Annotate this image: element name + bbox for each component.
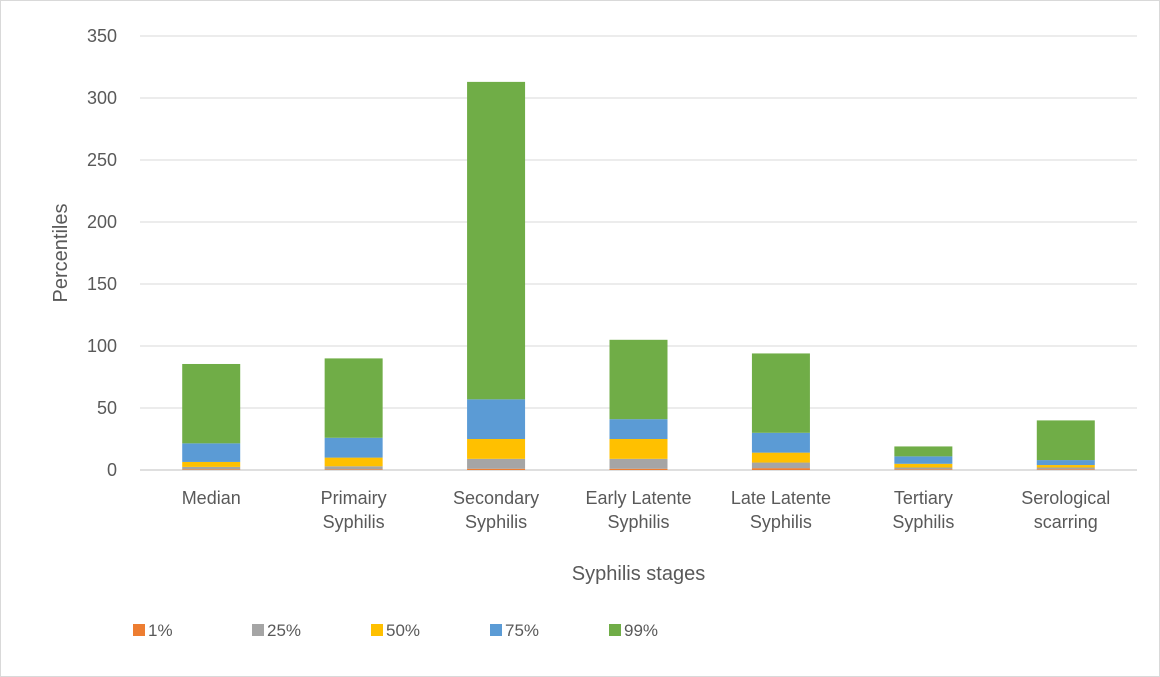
bars [182, 81, 1095, 470]
legend-swatch [609, 624, 621, 636]
bar-segment [324, 457, 383, 467]
x-tick-label-line: Late Latente [731, 488, 831, 508]
x-tick-label-line: scarring [1034, 512, 1098, 532]
bar-segment [609, 419, 668, 439]
legend-item: 75% [490, 621, 539, 640]
y-tick-label: 200 [87, 212, 117, 232]
x-tick-label-line: Syphilis [607, 512, 669, 532]
legend-item: 99% [609, 621, 658, 640]
legend-swatch [490, 624, 502, 636]
x-tick-label-line: Secondary [453, 488, 539, 508]
legend-swatch [371, 624, 383, 636]
y-tick-label: 50 [97, 398, 117, 418]
x-tick-label: Secondary Syphilis [453, 488, 539, 532]
x-axis-title: Syphilis stages [572, 563, 705, 585]
bar-segment [467, 458, 526, 469]
bar-segment [467, 399, 526, 439]
bar-segment [467, 81, 526, 400]
bar-segment [324, 469, 383, 470]
bar-segment [1036, 469, 1095, 470]
x-tick-label-line: Syphilis [465, 512, 527, 532]
x-tick-label: Early Latente Syphilis [585, 488, 691, 532]
bar-segment [1036, 460, 1095, 466]
bar-segment [894, 456, 953, 464]
x-tick-label-line: Syphilis [750, 512, 812, 532]
bar-segment [182, 466, 241, 470]
bar-segment [894, 469, 953, 470]
x-tick-label: Serological scarring [1021, 488, 1110, 532]
legend-item: 25% [252, 621, 301, 640]
y-axis-ticks: 0 50 100 150 200 250 300 350 [87, 26, 117, 480]
legend: 1% 25% 50% 75% 99% [133, 621, 658, 640]
legend-label: 1% [148, 621, 173, 640]
x-tick-label-line: Early Latente [585, 488, 691, 508]
bar-segment [182, 443, 241, 462]
legend-swatch [252, 624, 264, 636]
legend-swatch [133, 624, 145, 636]
bar-segment [609, 439, 668, 459]
bar-segment [751, 468, 810, 470]
bar-segment [751, 432, 810, 453]
bar-segment [467, 439, 526, 459]
gridlines [140, 35, 1137, 471]
bar-segment [324, 358, 383, 438]
x-tick-label-line: Syphilis [892, 512, 954, 532]
x-tick-label: Late Latente Syphilis [731, 488, 831, 532]
x-tick-label-line: Median [182, 488, 241, 508]
x-tick-label-line: Primairy [321, 488, 387, 508]
bar-segment [1036, 467, 1095, 470]
legend-label: 25% [267, 621, 301, 640]
legend-item: 1% [133, 621, 173, 640]
x-tick-label-line: Tertiary [894, 488, 953, 508]
y-tick-label: 150 [87, 274, 117, 294]
y-tick-label: 0 [107, 460, 117, 480]
x-tick-label: Median [182, 488, 241, 508]
y-tick-label: 300 [87, 88, 117, 108]
bar-segment [324, 437, 383, 458]
legend-label: 75% [505, 621, 539, 640]
bar-segment [609, 458, 668, 469]
bar-segment [1036, 465, 1095, 468]
legend-label: 50% [386, 621, 420, 640]
x-tick-label-line: Serological [1021, 488, 1110, 508]
x-tick-label: Primairy Syphilis [321, 488, 387, 532]
bar-segment [609, 339, 668, 420]
bar-segment [467, 468, 526, 470]
bar-segment [894, 446, 953, 457]
y-axis-title: Percentiles [50, 204, 72, 303]
bar-segment [894, 463, 953, 468]
bar-segment [1036, 420, 1095, 461]
bar-segment [324, 466, 383, 470]
y-tick-label: 350 [87, 26, 117, 46]
bar-segment [751, 353, 810, 433]
bar-segment [751, 452, 810, 463]
x-tick-label: Tertiary Syphilis [892, 488, 954, 532]
y-tick-label: 250 [87, 150, 117, 170]
legend-item: 50% [371, 621, 420, 640]
bar-segment [182, 363, 241, 444]
bar-segment [182, 461, 241, 467]
x-tick-label-line: Syphilis [323, 512, 385, 532]
legend-label: 99% [624, 621, 658, 640]
bar-segment [609, 468, 668, 470]
bar-segment [182, 469, 241, 470]
bar-segment [894, 467, 953, 470]
y-tick-label: 100 [87, 336, 117, 356]
bar-segment [751, 462, 810, 469]
